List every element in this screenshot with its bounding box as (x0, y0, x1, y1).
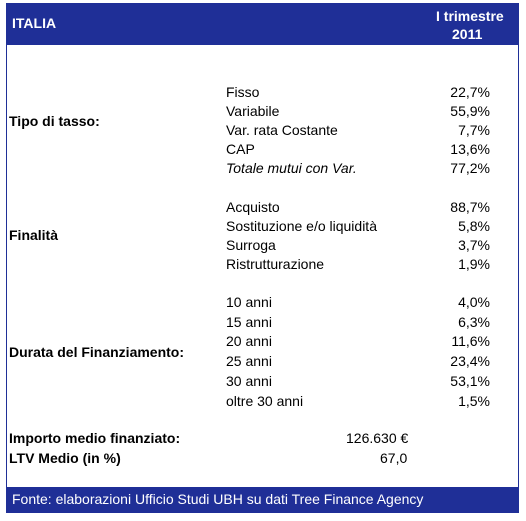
row-label: 15 anni (226, 314, 272, 330)
row-value: 13,6% (450, 141, 490, 157)
row-label: Fisso (226, 84, 260, 100)
row-label: CAP (226, 141, 255, 157)
period-header-line1: I trimestre (436, 8, 504, 24)
row-label: 20 anni (226, 333, 272, 349)
row-value: 11,6% (451, 333, 490, 349)
row-label: Variabile (226, 103, 280, 119)
group-label-durata: Durata del Finanziamento: (9, 344, 185, 360)
row-value: 4,0% (458, 294, 490, 310)
source-note: Fonte: elaborazioni Ufficio Studi UBH su… (12, 491, 424, 507)
row-value: 3,7% (458, 237, 490, 253)
row-label: oltre 30 anni (226, 393, 304, 409)
row-value: 5,8% (458, 218, 490, 234)
row-label: Var. rata Costante (226, 122, 338, 138)
row-label: Ristrutturazione (226, 256, 325, 272)
row-label-total: Totale mutui con Var. (226, 160, 357, 176)
importo-medio-label: Importo medio finanziato: (9, 430, 181, 446)
group-label-tipo-di-tasso: Tipo di tasso: (9, 113, 100, 129)
period-header-line2: 2011 (452, 26, 483, 42)
ltv-medio-label: LTV Medio (in %) (9, 450, 121, 466)
row-label: 25 anni (226, 353, 272, 369)
row-label: Sostituzione e/o liquidità (226, 218, 377, 234)
row-value: 23,4% (450, 353, 490, 369)
row-label: Surroga (226, 237, 276, 253)
row-value: 1,9% (458, 256, 490, 272)
group-label-finalita: Finalità (9, 227, 59, 243)
row-label: 10 anni (226, 294, 272, 310)
source-footer: Fonte: elaborazioni Ufficio Studi UBH su… (6, 487, 519, 513)
row-value: 88,7% (450, 199, 490, 215)
country-title: ITALIA (12, 15, 57, 31)
ltv-medio-value: 67,0 (380, 450, 408, 466)
row-label: Acquisto (226, 199, 280, 215)
row-value: 6,3% (458, 314, 490, 330)
row-value: 53,1% (450, 373, 490, 389)
table-header: ITALIA I trimestre 2011 (6, 3, 519, 45)
row-value: 7,7% (458, 122, 490, 138)
row-value: 1,5% (458, 393, 490, 409)
row-label: 30 anni (226, 373, 272, 389)
row-value: 22,7% (450, 84, 490, 100)
importo-medio-value: 126.630 € (346, 430, 409, 446)
row-value-total: 77,2% (450, 160, 490, 176)
row-value: 55,9% (450, 103, 490, 119)
